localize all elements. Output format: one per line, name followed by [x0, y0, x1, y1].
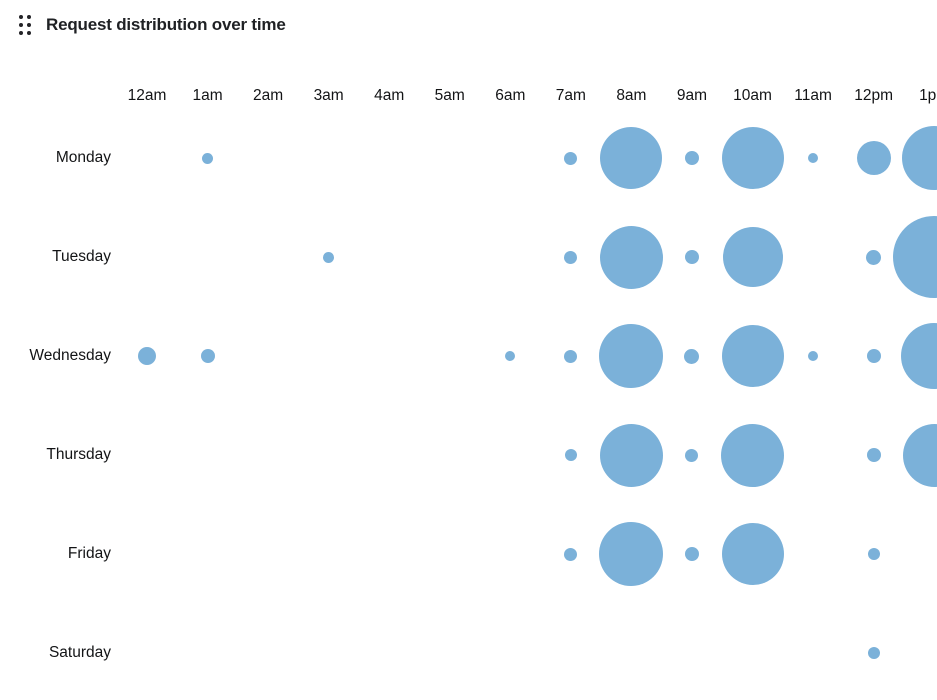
- bubble-monday-1am[interactable]: [202, 152, 214, 164]
- bubble-thursday-7am[interactable]: [564, 449, 577, 461]
- bubble-friday-7am[interactable]: [564, 547, 578, 561]
- bubble-tuesday-12pm[interactable]: [866, 249, 882, 265]
- x-axis-label-4am: 4am: [374, 87, 405, 104]
- bubble-wednesday-10am[interactable]: [721, 325, 784, 387]
- chart-title: Request distribution over time: [46, 15, 286, 34]
- bubble-tuesday-7am[interactable]: [564, 250, 578, 264]
- x-axis-label-10am: 10am: [733, 87, 772, 104]
- bubble-wednesday-1am[interactable]: [200, 349, 215, 363]
- x-axis-label-3am: 3am: [313, 87, 344, 104]
- x-axis-label-2am: 2am: [253, 87, 284, 104]
- x-axis-label-1am: 1am: [192, 87, 223, 104]
- bubble-tuesday-8am[interactable]: [599, 225, 663, 289]
- x-axis-label-12am: 12am: [127, 87, 167, 104]
- x-axis-label-11am: 11am: [794, 87, 832, 104]
- bubble-thursday-9am[interactable]: [685, 448, 699, 462]
- bubble-friday-9am[interactable]: [684, 547, 699, 561]
- y-axis-label-monday: Monday: [55, 149, 111, 166]
- x-axis-label-12pm: 12pm: [854, 87, 893, 104]
- bubble-wednesday-1pm[interactable]: [901, 323, 937, 389]
- bubble-wednesday-12pm[interactable]: [866, 349, 881, 363]
- bubble-tuesday-3am[interactable]: [323, 251, 335, 263]
- bubble-monday-8am[interactable]: [600, 127, 663, 189]
- drag-handle-icon[interactable]: [19, 15, 31, 35]
- bubble-saturday-12pm[interactable]: [867, 647, 880, 659]
- y-axis-label-tuesday: Tuesday: [52, 248, 111, 265]
- bubble-monday-7am[interactable]: [564, 151, 578, 165]
- y-axis-label-wednesday: Wednesday: [29, 347, 111, 364]
- bubble-thursday-10am[interactable]: [721, 423, 784, 487]
- bubble-wednesday-6am[interactable]: [505, 351, 516, 361]
- bubble-tuesday-1pm[interactable]: [893, 216, 937, 298]
- bubble-thursday-12pm[interactable]: [866, 448, 881, 462]
- bubble-friday-10am[interactable]: [721, 523, 784, 585]
- x-axis-label-7am: 7am: [555, 87, 586, 104]
- bubble-monday-1pm[interactable]: [902, 126, 937, 190]
- bubble-monday-10am[interactable]: [721, 127, 784, 189]
- bubble-tuesday-9am[interactable]: [684, 250, 699, 264]
- bubble-thursday-1pm[interactable]: [902, 423, 937, 487]
- bubble-wednesday-11am[interactable]: [808, 351, 819, 361]
- bubble-tuesday-10am[interactable]: [722, 227, 783, 287]
- bubble-wednesday-8am[interactable]: [599, 324, 664, 388]
- bubble-wednesday-7am[interactable]: [564, 349, 578, 363]
- bubble-thursday-8am[interactable]: [599, 423, 663, 487]
- x-axis-label-5am: 5am: [434, 87, 465, 104]
- y-axis-label-saturday: Saturday: [48, 644, 111, 661]
- bubble-monday-11am[interactable]: [808, 153, 819, 163]
- x-axis-label-1pm: 1pm: [919, 87, 937, 104]
- bubble-monday-12pm[interactable]: [856, 141, 891, 175]
- bubble-wednesday-9am[interactable]: [684, 348, 700, 364]
- y-axis-label-thursday: Thursday: [46, 446, 111, 463]
- y-axis-label-friday: Friday: [67, 545, 111, 562]
- x-axis-label-8am: 8am: [616, 87, 647, 104]
- bubble-friday-12pm[interactable]: [867, 548, 880, 560]
- x-axis-label-9am: 9am: [676, 87, 708, 104]
- widget-header: Request distribution over time: [19, 15, 286, 35]
- bubble-friday-8am[interactable]: [599, 522, 664, 586]
- x-axis-label-6am: 6am: [495, 87, 526, 104]
- bubble-wednesday-12am[interactable]: [138, 347, 156, 365]
- bubble-monday-9am[interactable]: [684, 151, 699, 165]
